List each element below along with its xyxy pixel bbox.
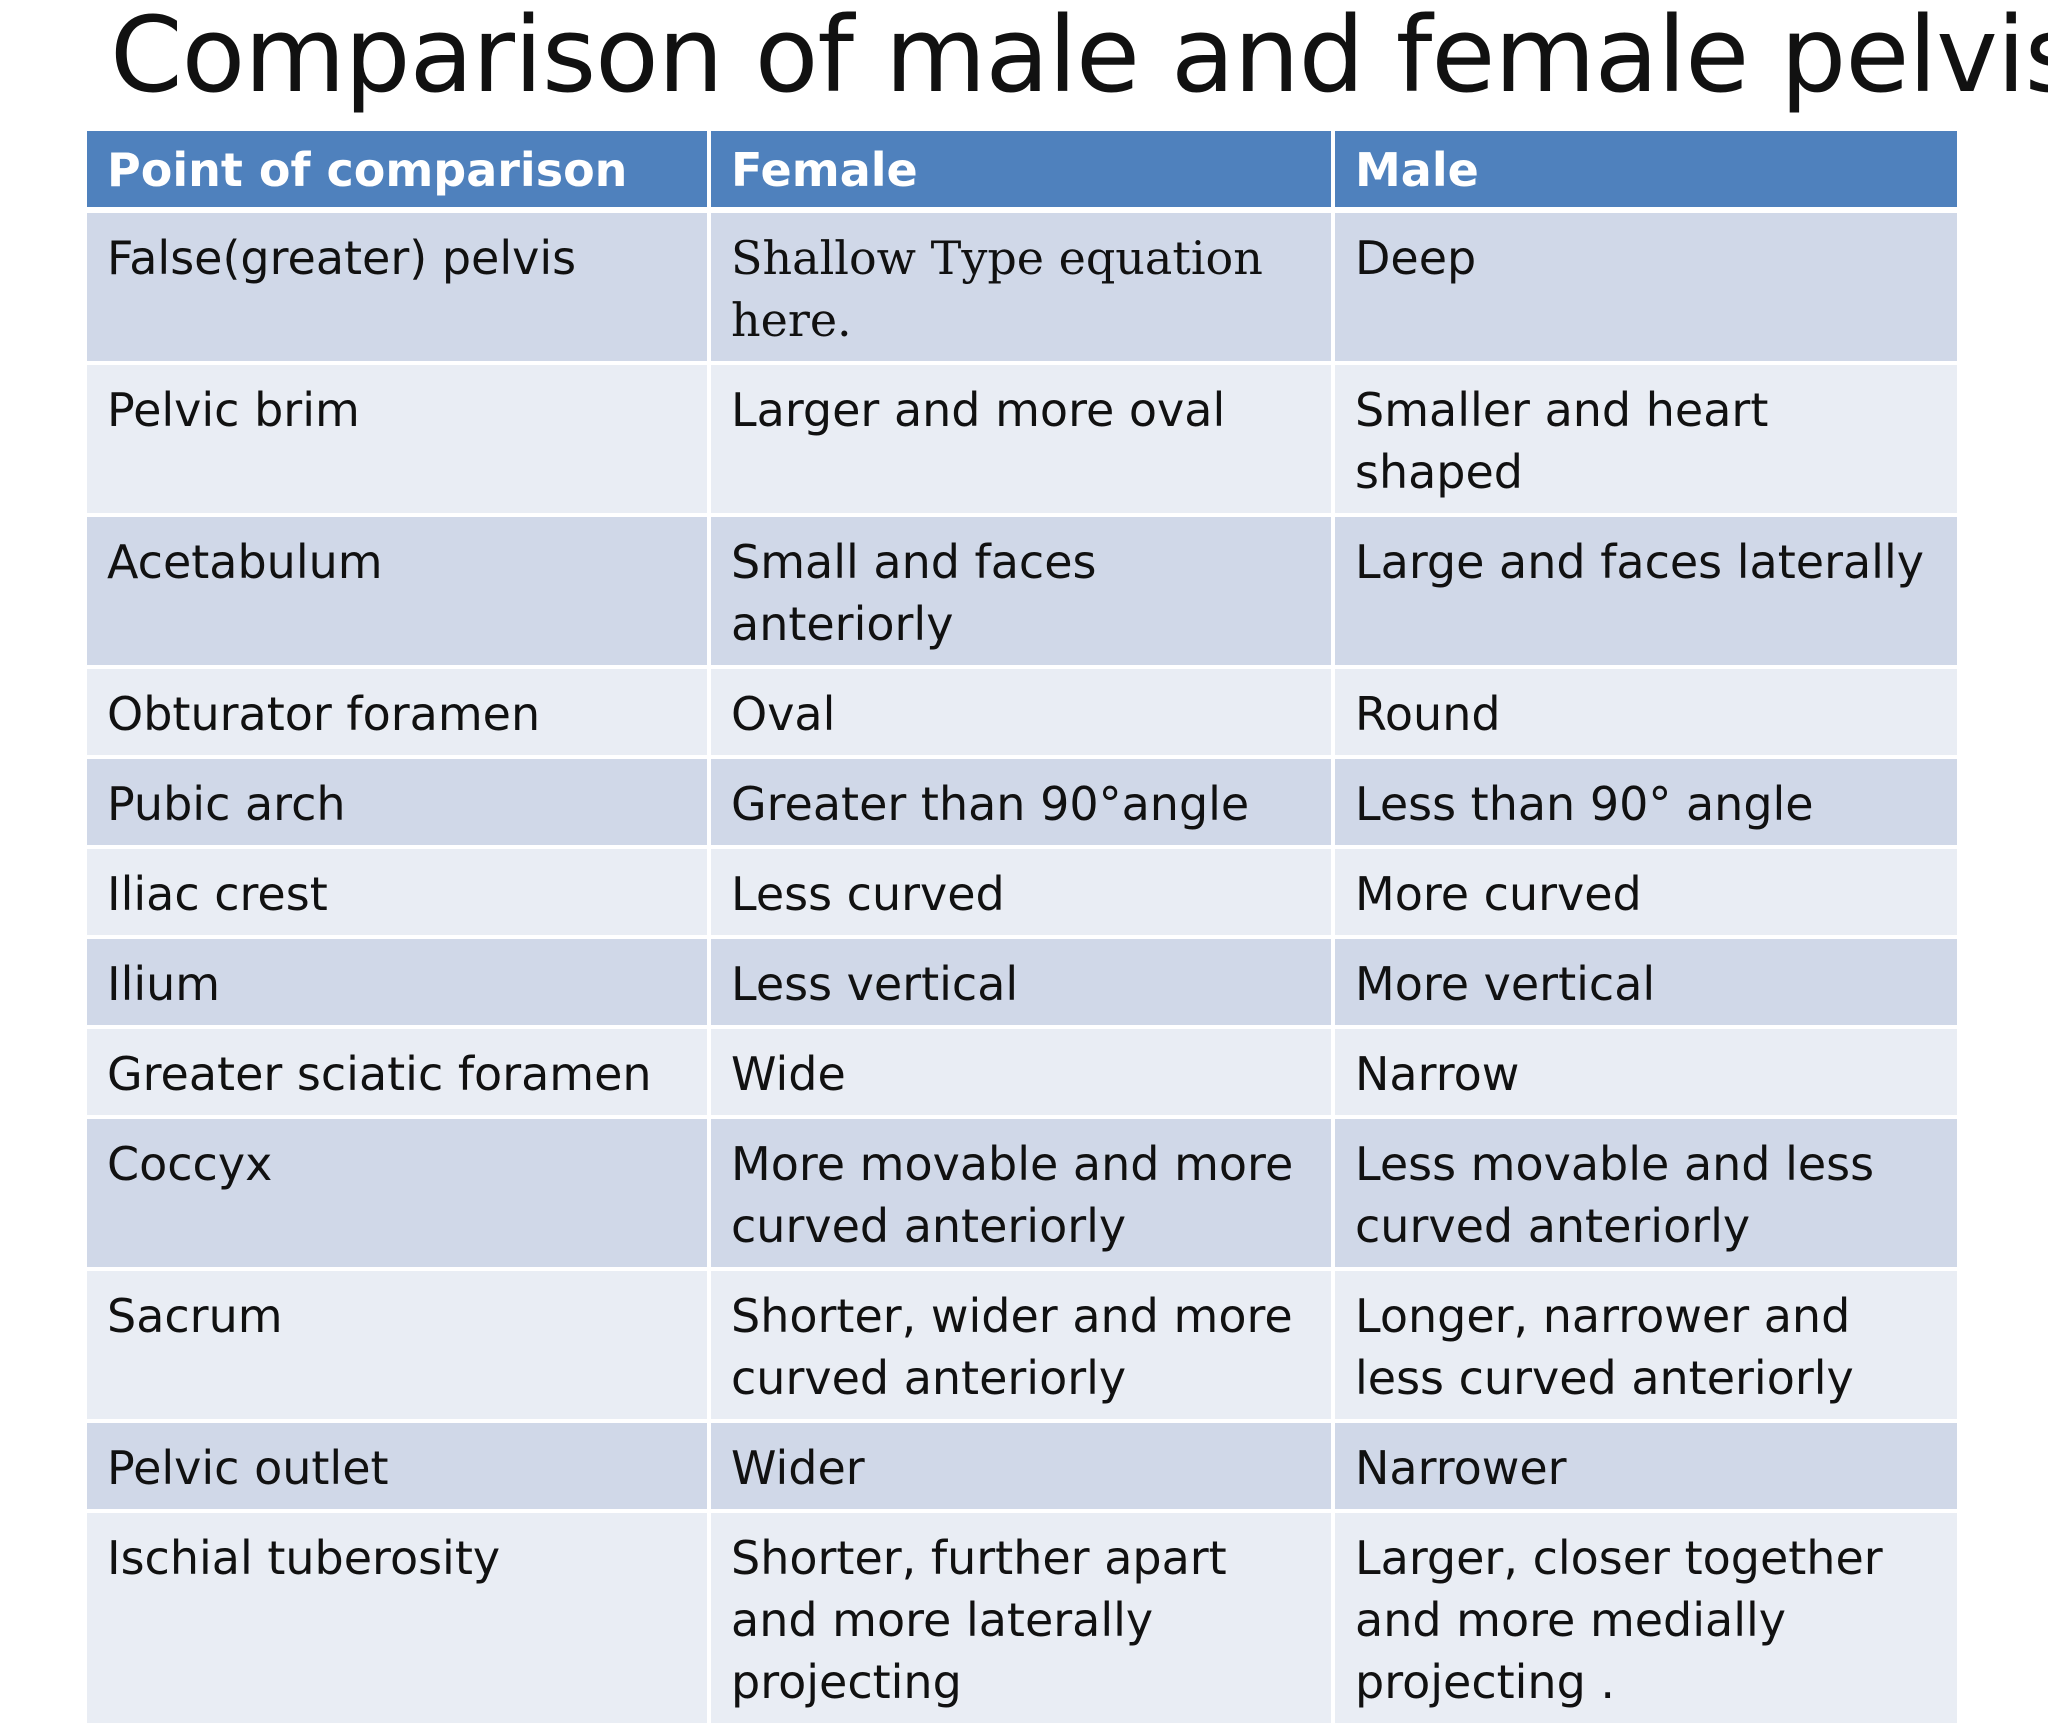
table-row: Ischial tuberosity Shorter, further apar… [87,1513,1957,1727]
table-row: Sacrum Shorter, wider and more curved an… [87,1271,1957,1423]
male-value: Smaller and heart shaped [1335,365,1957,517]
male-value: Deep [1335,213,1957,365]
table-row: Ilium Less vertical More vertical [87,939,1957,1029]
table-row: Pelvic outlet Wider Narrower [87,1423,1957,1513]
row-label: Acetabulum [87,517,711,669]
header-point-of-comparison: Point of comparison [87,131,711,213]
row-label: False(greater) pelvis [87,213,711,365]
female-value: Wider [711,1423,1335,1513]
female-value: Wide [711,1029,1335,1119]
male-value: Less than 90° angle [1335,759,1957,849]
table-row: Pubic arch Greater than 90°angle Less th… [87,759,1957,849]
table-row: False(greater) pelvis Shallow Type equat… [87,213,1957,365]
male-value: Round [1335,669,1957,759]
table-row: Acetabulum Small and faces anteriorly La… [87,517,1957,669]
row-label: Greater sciatic foramen [87,1029,711,1119]
comparison-table-container: Point of comparison Female Male False(gr… [87,131,1957,1727]
table-header-row: Point of comparison Female Male [87,131,1957,213]
row-label: Ischial tuberosity [87,1513,711,1727]
table-row: Greater sciatic foramen Wide Narrow [87,1029,1957,1119]
table-row: Coccyx More movable and more curved ante… [87,1119,1957,1271]
female-value: Shorter, further apart and more laterall… [711,1513,1335,1727]
male-value: Narrow [1335,1029,1957,1119]
male-value: More curved [1335,849,1957,939]
header-female: Female [711,131,1335,213]
male-value: Less movable and less curved anteriorly [1335,1119,1957,1271]
female-value: Less curved [711,849,1335,939]
page-title: Comparison of male and female pelvis [110,0,2048,116]
female-value: More movable and more curved anteriorly [711,1119,1335,1271]
comparison-table: Point of comparison Female Male False(gr… [87,131,1957,1727]
male-value: Larger, closer together and more mediall… [1335,1513,1957,1727]
row-label: Obturator foramen [87,669,711,759]
male-value: Narrower [1335,1423,1957,1513]
table-row: Iliac crest Less curved More curved [87,849,1957,939]
male-value: More vertical [1335,939,1957,1029]
male-value: Large and faces laterally [1335,517,1957,669]
table-row: Obturator foramen Oval Round [87,669,1957,759]
female-value: Small and faces anteriorly [711,517,1335,669]
female-value: Greater than 90°angle [711,759,1335,849]
female-value: Shallow Type equation here. [711,213,1335,365]
header-male: Male [1335,131,1957,213]
male-value: Longer, narrower and less curved anterio… [1335,1271,1957,1423]
female-value: Larger and more oval [711,365,1335,517]
row-label: Coccyx [87,1119,711,1271]
row-label: Iliac crest [87,849,711,939]
row-label: Ilium [87,939,711,1029]
row-label: Pelvic brim [87,365,711,517]
female-value: Oval [711,669,1335,759]
female-value: Shorter, wider and more curved anteriorl… [711,1271,1335,1423]
female-value: Less vertical [711,939,1335,1029]
row-label: Pubic arch [87,759,711,849]
table-row: Pelvic brim Larger and more oval Smaller… [87,365,1957,517]
row-label: Sacrum [87,1271,711,1423]
row-label: Pelvic outlet [87,1423,711,1513]
